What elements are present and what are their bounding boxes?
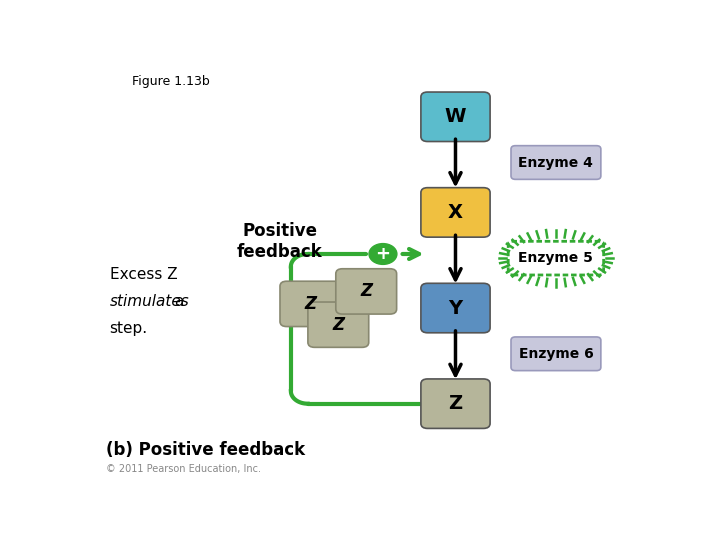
Text: a: a [174, 294, 183, 309]
Text: Positive: Positive [242, 222, 318, 240]
FancyBboxPatch shape [511, 337, 601, 370]
Text: Y: Y [449, 299, 462, 318]
Text: X: X [448, 203, 463, 222]
Text: Excess Z: Excess Z [109, 267, 177, 282]
FancyBboxPatch shape [421, 92, 490, 141]
Text: W: W [445, 107, 467, 126]
Text: Enzyme 4: Enzyme 4 [518, 156, 593, 170]
Circle shape [369, 244, 397, 265]
Text: Z: Z [449, 394, 462, 413]
Text: Z: Z [333, 316, 344, 334]
Text: Enzyme 6: Enzyme 6 [518, 347, 593, 361]
Text: stimulates: stimulates [109, 294, 189, 309]
Text: Enzyme 5: Enzyme 5 [518, 251, 593, 265]
Text: (b) Positive feedback: (b) Positive feedback [106, 441, 305, 459]
FancyBboxPatch shape [280, 281, 341, 327]
Text: Figure 1.13b: Figure 1.13b [132, 75, 210, 88]
Text: step.: step. [109, 321, 148, 336]
Text: Z: Z [360, 282, 372, 300]
FancyBboxPatch shape [421, 188, 490, 237]
FancyBboxPatch shape [421, 284, 490, 333]
Text: +: + [375, 245, 390, 263]
Text: Z: Z [305, 295, 316, 313]
FancyBboxPatch shape [511, 146, 601, 179]
FancyBboxPatch shape [421, 379, 490, 428]
Text: feedback: feedback [237, 243, 323, 261]
FancyBboxPatch shape [508, 241, 603, 275]
FancyBboxPatch shape [336, 269, 397, 314]
Text: © 2011 Pearson Education, Inc.: © 2011 Pearson Education, Inc. [106, 464, 261, 474]
FancyBboxPatch shape [308, 302, 369, 347]
